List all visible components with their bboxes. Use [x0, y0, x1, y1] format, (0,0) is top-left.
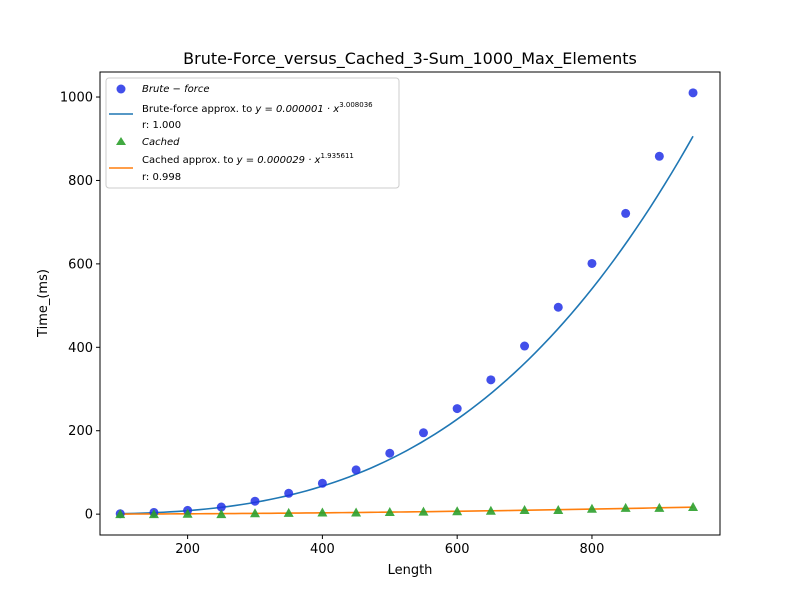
cached-point	[654, 502, 665, 512]
brute-force-point	[317, 478, 327, 488]
y-axis-label: Time_(ms)	[36, 269, 51, 338]
cached-point	[283, 507, 294, 517]
brute-force-point	[621, 208, 631, 218]
axis-ticks: 200 400 600 800 0 200 400 600 800 1000	[60, 91, 604, 557]
cached-point	[485, 505, 496, 515]
x-tick-label: 800	[580, 542, 605, 557]
cached-point	[182, 508, 193, 518]
brute-force-point	[418, 428, 428, 438]
legend-fit-exponent: 3.008036	[339, 101, 373, 109]
legend-fit-prefix: Cached approx. to	[142, 155, 237, 166]
legend: Brute − force Brute-force approx. to y =…	[105, 77, 400, 189]
cached-point	[216, 509, 227, 519]
brute-force-point	[284, 488, 294, 498]
axes-frame	[99, 71, 721, 536]
cached-point	[351, 507, 362, 517]
legend-label-cached-fit: Cached approx. to y = 0.000029 · x1.9356…	[142, 152, 354, 166]
legend-r-brute-force: r: 1.000	[142, 120, 181, 131]
cached-point	[586, 503, 597, 513]
cached-point	[317, 507, 328, 517]
y-tick-label: 800	[68, 174, 93, 189]
cached-fit-line	[120, 506, 694, 515]
brute-force-fit-line	[120, 135, 694, 515]
legend-box	[105, 77, 400, 189]
cached-point	[250, 508, 260, 518]
brute-force-point	[654, 151, 664, 161]
legend-label-cached: Cached	[142, 137, 180, 148]
brute-force-point	[688, 88, 698, 98]
cached-point	[553, 504, 564, 514]
legend-marker-brute-force	[116, 84, 126, 94]
y-tick-label: 600	[68, 257, 93, 272]
legend-r-cached: r: 0.998	[142, 172, 181, 183]
legend-fit-prefix: Brute-force approx. to	[142, 104, 255, 115]
y-tick-label: 400	[68, 341, 93, 356]
brute-force-point	[250, 496, 260, 506]
legend-label-brute-force-fit: Brute-force approx. to y = 0.000001 · x3…	[142, 101, 373, 115]
x-axis-label: Length	[388, 563, 433, 578]
brute-force-point	[553, 302, 563, 312]
brute-force-point	[385, 448, 395, 458]
cached-point	[519, 504, 530, 514]
y-tick-label: 1000	[60, 91, 93, 106]
brute-force-point	[486, 375, 496, 385]
x-tick-label: 600	[445, 542, 470, 557]
y-tick-label: 0	[85, 508, 93, 523]
x-tick-label: 400	[310, 542, 335, 557]
cached-point	[452, 506, 463, 516]
y-tick-label: 200	[68, 424, 93, 439]
chart-title: Brute-Force_versus_Cached_3-Sum_1000_Max…	[183, 49, 637, 69]
brute-force-point	[520, 341, 530, 351]
cached-point	[620, 502, 631, 512]
cached-point	[688, 502, 699, 512]
brute-force-point	[452, 404, 462, 414]
brute-force-point	[587, 258, 597, 268]
legend-fit-exponent: 1.935611	[320, 152, 353, 160]
legend-label-brute-force: Brute − force	[142, 84, 210, 95]
brute-force-point	[216, 502, 226, 512]
cached-point	[418, 506, 429, 516]
x-tick-label: 200	[175, 542, 200, 557]
legend-fit-equation: y = 0.000029 · x	[236, 155, 321, 166]
brute-force-point	[351, 465, 361, 475]
legend-fit-equation: y = 0.000001 · x	[254, 104, 339, 115]
cached-point	[384, 507, 395, 517]
cached-point	[148, 509, 159, 519]
plot-area	[115, 88, 699, 519]
cached-point	[115, 509, 126, 519]
legend-marker-cached	[116, 137, 126, 145]
